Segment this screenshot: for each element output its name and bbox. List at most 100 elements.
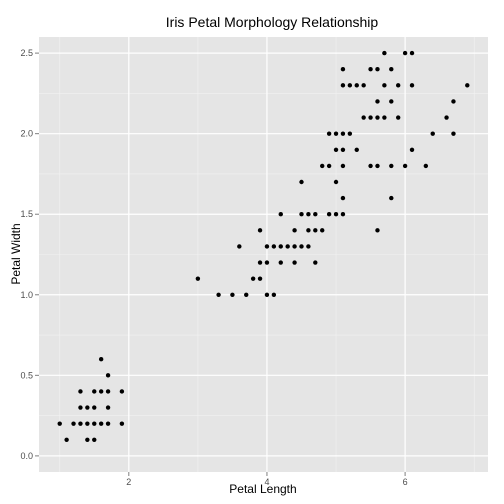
data-point bbox=[85, 405, 89, 409]
data-point bbox=[341, 196, 345, 200]
data-point bbox=[251, 276, 255, 280]
data-point bbox=[424, 164, 428, 168]
data-point bbox=[272, 293, 276, 297]
data-point bbox=[230, 293, 234, 297]
data-point bbox=[85, 421, 89, 425]
data-point bbox=[410, 83, 414, 87]
data-point bbox=[320, 164, 324, 168]
y-tick-label: 1.0 bbox=[20, 290, 33, 300]
data-point bbox=[106, 373, 110, 377]
data-point bbox=[258, 228, 262, 232]
data-point bbox=[341, 148, 345, 152]
data-point bbox=[92, 405, 96, 409]
data-point bbox=[403, 164, 407, 168]
data-point bbox=[71, 421, 75, 425]
data-point bbox=[355, 148, 359, 152]
data-point bbox=[368, 115, 372, 119]
data-point bbox=[361, 83, 365, 87]
x-axis-title: Petal Length bbox=[229, 482, 296, 496]
x-tick-label: 2 bbox=[126, 477, 131, 487]
y-axis-title: Petal Width bbox=[9, 223, 23, 284]
data-point bbox=[285, 244, 289, 248]
data-point bbox=[334, 180, 338, 184]
data-point bbox=[292, 228, 296, 232]
data-point bbox=[265, 260, 269, 264]
data-point bbox=[265, 244, 269, 248]
data-point bbox=[265, 293, 269, 297]
data-point bbox=[334, 212, 338, 216]
data-point bbox=[196, 276, 200, 280]
data-point bbox=[375, 164, 379, 168]
data-point bbox=[334, 148, 338, 152]
data-point bbox=[382, 115, 386, 119]
data-point bbox=[120, 389, 124, 393]
data-point bbox=[451, 99, 455, 103]
data-point bbox=[244, 293, 248, 297]
data-point bbox=[410, 148, 414, 152]
data-point bbox=[313, 260, 317, 264]
data-point bbox=[355, 83, 359, 87]
data-point bbox=[292, 244, 296, 248]
y-tick-label: 0.0 bbox=[20, 451, 33, 461]
data-point bbox=[279, 212, 283, 216]
x-tick-label: 6 bbox=[403, 477, 408, 487]
data-point bbox=[120, 421, 124, 425]
data-point bbox=[313, 212, 317, 216]
data-point bbox=[258, 260, 262, 264]
data-point bbox=[327, 212, 331, 216]
data-point bbox=[106, 421, 110, 425]
data-point bbox=[327, 164, 331, 168]
data-point bbox=[306, 212, 310, 216]
data-point bbox=[341, 164, 345, 168]
data-point bbox=[92, 421, 96, 425]
data-point bbox=[361, 115, 365, 119]
data-point bbox=[382, 51, 386, 55]
chart-title: Iris Petal Morphology Relationship bbox=[166, 14, 379, 30]
data-point bbox=[403, 51, 407, 55]
data-point bbox=[341, 83, 345, 87]
data-point bbox=[382, 83, 386, 87]
data-point bbox=[99, 421, 103, 425]
data-point bbox=[306, 228, 310, 232]
data-point bbox=[348, 131, 352, 135]
data-point bbox=[341, 67, 345, 71]
data-point bbox=[292, 260, 296, 264]
data-point bbox=[92, 389, 96, 393]
data-point bbox=[389, 67, 393, 71]
data-point bbox=[327, 131, 331, 135]
data-point bbox=[375, 228, 379, 232]
data-point bbox=[341, 212, 345, 216]
data-point bbox=[410, 51, 414, 55]
data-point bbox=[92, 438, 96, 442]
data-point bbox=[313, 228, 317, 232]
data-point bbox=[78, 405, 82, 409]
data-point bbox=[99, 389, 103, 393]
data-point bbox=[348, 83, 352, 87]
data-point bbox=[279, 260, 283, 264]
y-tick-label: 1.5 bbox=[20, 209, 33, 219]
data-point bbox=[375, 115, 379, 119]
data-point bbox=[58, 421, 62, 425]
data-point bbox=[465, 83, 469, 87]
data-point bbox=[389, 99, 393, 103]
data-point bbox=[237, 244, 241, 248]
data-point bbox=[64, 438, 68, 442]
data-point bbox=[389, 196, 393, 200]
data-point bbox=[389, 164, 393, 168]
data-point bbox=[320, 228, 324, 232]
data-point bbox=[99, 357, 103, 361]
data-point bbox=[368, 67, 372, 71]
data-point bbox=[299, 212, 303, 216]
data-point bbox=[451, 131, 455, 135]
data-point bbox=[78, 421, 82, 425]
data-point bbox=[85, 438, 89, 442]
data-point bbox=[341, 131, 345, 135]
data-point bbox=[258, 276, 262, 280]
data-point bbox=[334, 131, 338, 135]
data-point bbox=[299, 244, 303, 248]
data-point bbox=[396, 115, 400, 119]
data-point bbox=[216, 293, 220, 297]
data-point bbox=[299, 180, 303, 184]
